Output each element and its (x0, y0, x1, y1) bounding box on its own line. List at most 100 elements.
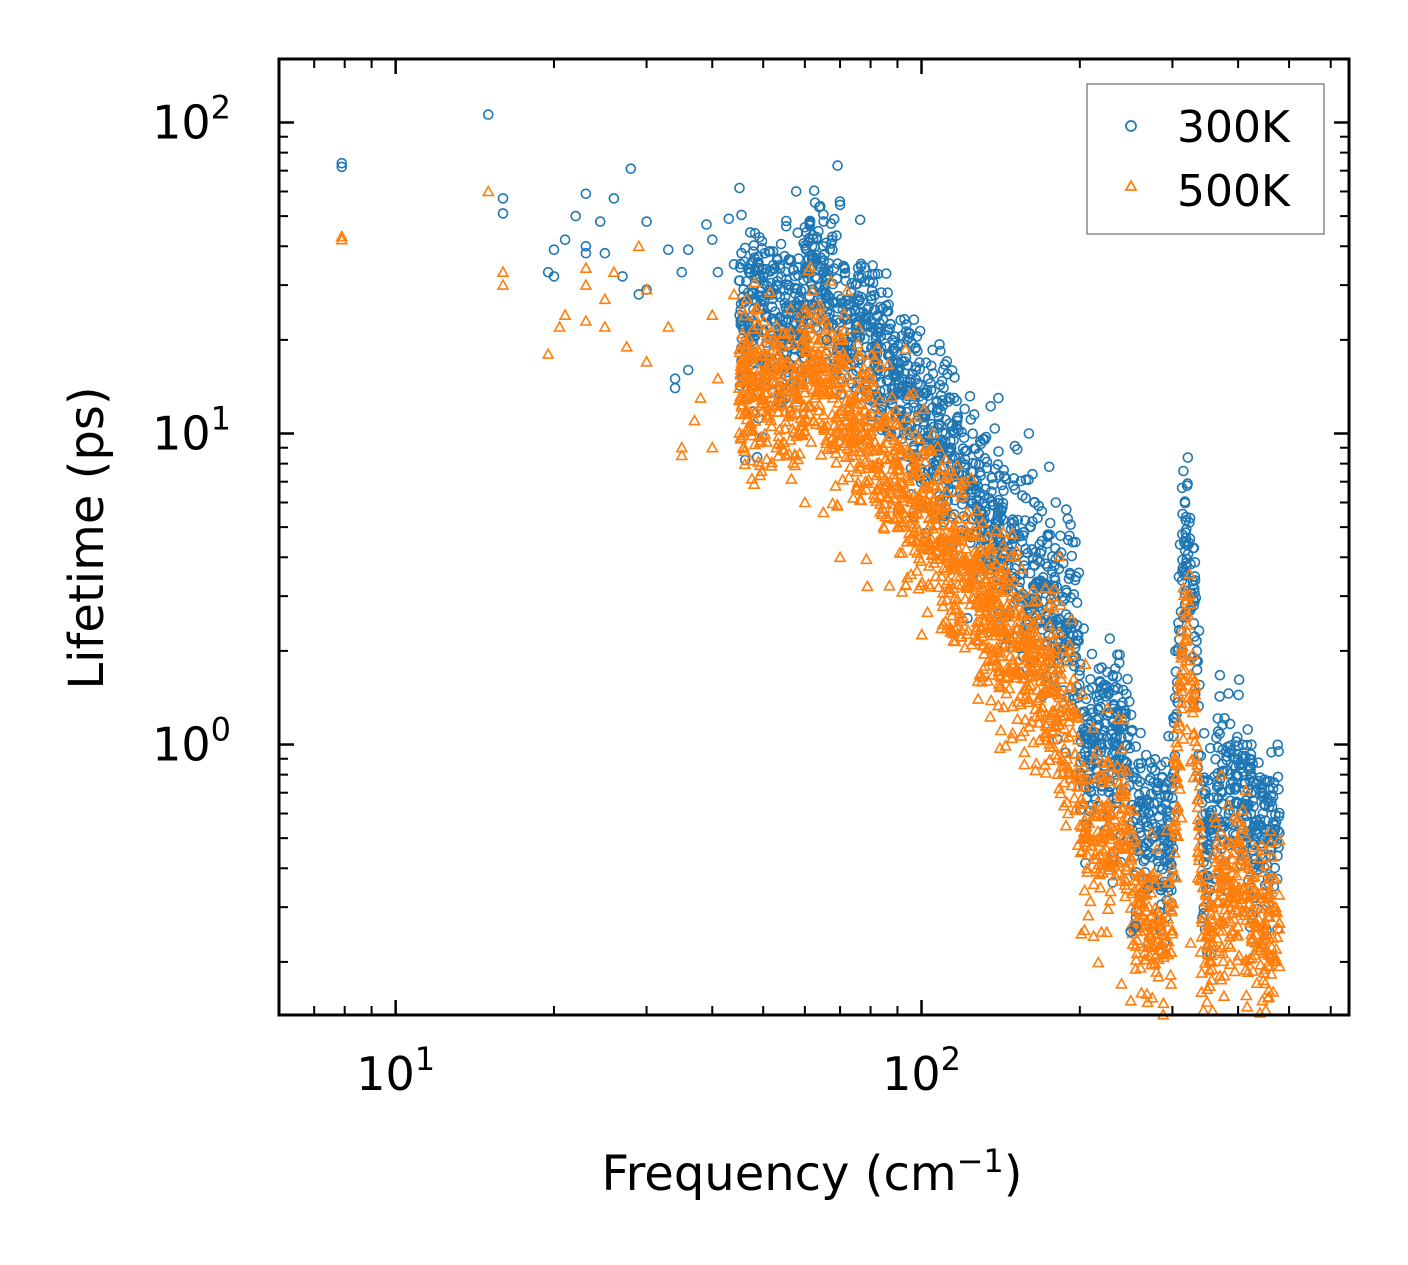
cloud-point (1104, 633, 1116, 645)
cloud-point (882, 287, 894, 299)
data-point (580, 247, 592, 259)
cloud-point (984, 693, 998, 706)
cloud-point (762, 409, 776, 421)
cloud-point (1269, 942, 1283, 954)
cloud-point (940, 468, 954, 481)
cloud-point (1152, 797, 1163, 808)
data-point (705, 441, 719, 453)
cloud-point (917, 479, 931, 492)
cloud-point (912, 582, 925, 594)
cloud-point (775, 238, 787, 250)
cloud-point (885, 390, 899, 403)
cloud-point (882, 374, 894, 386)
cloud-point (1153, 918, 1167, 930)
cloud-point (1111, 712, 1125, 724)
cloud-point (914, 363, 926, 375)
cloud-point (1126, 937, 1140, 949)
cloud-point (1093, 695, 1104, 707)
cloud-point (1138, 855, 1149, 867)
cloud-point (743, 375, 757, 387)
cloud-point (828, 213, 840, 225)
cloud-point (1002, 681, 1016, 694)
cloud-point (1264, 882, 1278, 895)
cloud-point (1180, 511, 1192, 523)
cloud-point (1200, 982, 1214, 995)
legend: 300K 500K (1086, 83, 1325, 235)
cloud-point (926, 506, 939, 518)
cloud-point (850, 481, 864, 494)
cloud-point (787, 425, 801, 437)
cloud-point (1032, 512, 1043, 524)
cloud-point (1083, 894, 1097, 907)
cloud-point (1018, 526, 1030, 538)
cloud-point (918, 455, 932, 467)
cloud-point (1145, 826, 1158, 839)
cloud-point (1102, 738, 1114, 750)
cloud-point (1042, 653, 1055, 666)
cloud-point (1219, 875, 1233, 887)
cloud-point (831, 349, 845, 361)
cloud-point (778, 422, 792, 434)
cloud-point (1169, 802, 1183, 815)
cloud-point (1095, 925, 1108, 937)
cloud-point (1006, 726, 1019, 739)
cloud-point (988, 604, 1002, 617)
cloud-point (1057, 799, 1071, 811)
cloud-point (774, 352, 788, 364)
cloud-point (1272, 888, 1286, 900)
cloud-point (911, 546, 924, 558)
cloud-point (1204, 907, 1218, 919)
cloud-point (788, 387, 802, 399)
cloud-point (772, 388, 786, 400)
cloud-point (753, 362, 767, 375)
cloud-point (994, 679, 1008, 692)
cloud-point (1022, 692, 1036, 705)
cloud-point (863, 457, 877, 470)
cloud-point (766, 375, 780, 387)
cloud-point (960, 505, 974, 517)
cloud-point (902, 446, 916, 458)
cloud-point (1059, 701, 1073, 713)
cloud-point (1235, 821, 1249, 834)
cloud-point (905, 495, 919, 508)
cloud-point (950, 458, 964, 471)
cloud-point (842, 400, 855, 412)
cloud-point (993, 680, 1006, 693)
cloud-point (1193, 828, 1206, 840)
cloud-point (959, 403, 971, 415)
cloud-point (1225, 740, 1236, 751)
cloud-point (824, 274, 838, 286)
cloud-point (1051, 751, 1064, 763)
cloud-point (1268, 777, 1280, 788)
cloud-point (1113, 725, 1125, 736)
y-tick-label: 101 (152, 400, 231, 461)
cloud-point (995, 585, 1008, 597)
cloud-point (1176, 732, 1190, 744)
cloud-point (1257, 928, 1271, 941)
cloud-point (1054, 672, 1068, 684)
cloud-point (981, 529, 995, 542)
data-point (770, 441, 783, 453)
cloud-point (915, 628, 929, 640)
cloud-point (896, 434, 910, 447)
data-point (496, 265, 510, 278)
cloud-point (1181, 618, 1195, 630)
cloud-point (759, 399, 772, 411)
cloud-point (1170, 721, 1184, 734)
cloud-point (1078, 820, 1092, 832)
cloud-point (881, 357, 895, 370)
cloud-point (920, 357, 932, 369)
cloud-point (756, 283, 768, 294)
cloud-point (1273, 810, 1285, 822)
cloud-point (1136, 870, 1149, 883)
cloud-point (791, 297, 802, 309)
cloud-point (1175, 701, 1189, 714)
cloud-point (916, 447, 930, 459)
cloud-point (747, 287, 759, 298)
cloud-point (1000, 671, 1014, 683)
cloud-point (1208, 810, 1221, 822)
cloud-point (1156, 772, 1168, 784)
data-point (881, 341, 893, 353)
cloud-point (1186, 682, 1200, 694)
